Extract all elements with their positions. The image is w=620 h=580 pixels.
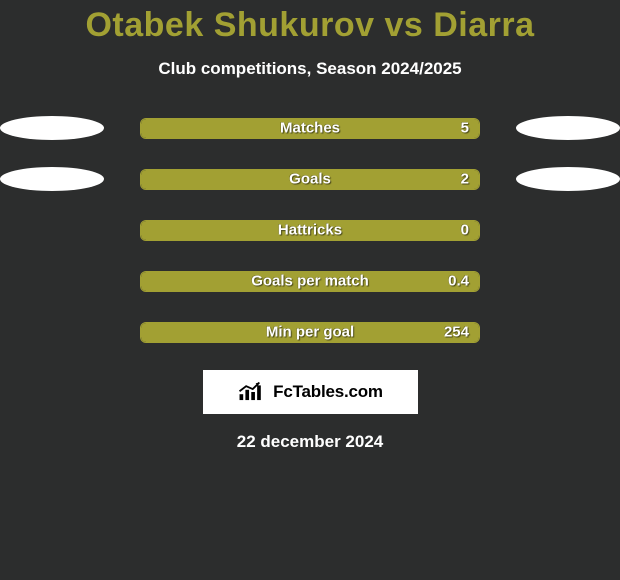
stat-value: 0 <box>461 222 469 239</box>
stat-label: Goals per match <box>141 273 479 290</box>
stat-value: 254 <box>444 324 469 341</box>
stat-row: Goals2 <box>0 166 620 192</box>
comparison-card: Otabek Shukurov vs Diarra Club competiti… <box>0 0 620 580</box>
chart-icon <box>237 381 267 403</box>
subtitle: Club competitions, Season 2024/2025 <box>0 59 620 79</box>
stats-area: Matches5Goals2Hattricks0Goals per match0… <box>0 115 620 345</box>
stat-label: Hattricks <box>141 222 479 239</box>
date-text: 22 december 2024 <box>0 432 620 452</box>
stat-bar: Min per goal254 <box>140 322 480 343</box>
stat-bar: Hattricks0 <box>140 220 480 241</box>
right-ellipse <box>516 116 620 140</box>
page-title: Otabek Shukurov vs Diarra <box>0 0 620 45</box>
brand-text: FcTables.com <box>273 382 383 402</box>
stat-label: Goals <box>141 171 479 188</box>
stat-bar: Goals2 <box>140 169 480 190</box>
stat-row: Matches5 <box>0 115 620 141</box>
stat-value: 0.4 <box>448 273 469 290</box>
stat-value: 5 <box>461 120 469 137</box>
stat-row: Min per goal254 <box>0 319 620 345</box>
stat-row: Goals per match0.4 <box>0 268 620 294</box>
stat-label: Min per goal <box>141 324 479 341</box>
right-ellipse <box>516 167 620 191</box>
stat-value: 2 <box>461 171 469 188</box>
brand-box: FcTables.com <box>203 370 418 414</box>
stat-bar: Goals per match0.4 <box>140 271 480 292</box>
stat-bar: Matches5 <box>140 118 480 139</box>
left-ellipse <box>0 167 104 191</box>
left-ellipse <box>0 116 104 140</box>
stat-label: Matches <box>141 120 479 137</box>
stat-row: Hattricks0 <box>0 217 620 243</box>
